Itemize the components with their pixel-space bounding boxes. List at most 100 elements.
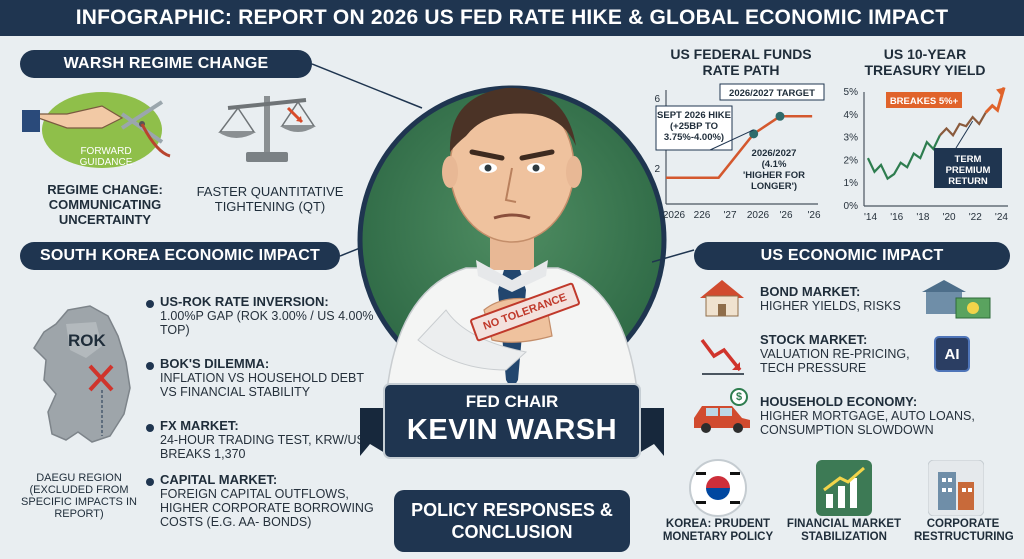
- us-item-household: Household Economy: Higher Mortgage, Auto…: [760, 394, 1010, 437]
- ai-chip-label: AI: [944, 345, 960, 363]
- korea-heading: South Korea Economic Impact: [20, 242, 340, 270]
- policy-item-stabilization: Financial Market Stabilization: [786, 518, 902, 543]
- x-tick-label: 2026: [747, 210, 770, 221]
- y-tick-label: 6: [654, 94, 660, 105]
- korea-bullet-1: BOK's Dilemma: Inflation vs Household De…: [160, 356, 380, 399]
- x-tick-label: '26: [779, 210, 792, 221]
- stock-down-icon: [700, 338, 744, 375]
- x-tick-label: 226: [694, 210, 711, 221]
- x-tick-label: 2026: [663, 210, 686, 221]
- y-tick-label: 5%: [844, 87, 859, 98]
- us-heading: US Economic Impact: [694, 242, 1010, 270]
- treasury-chart: 0% 1% 2% 3% 4% 5% '14 '16 '18 '20 '22 '24 BREAKES 5%…: [844, 87, 1009, 223]
- us-item-head: Household Economy:: [760, 394, 918, 409]
- y-tick-label: 2: [654, 164, 660, 175]
- policy-heading-text: Policy Responses & Conclusion: [411, 500, 613, 542]
- us-connector: [652, 249, 695, 263]
- regime-change-text: Regime Change: Communicating Uncertainty: [40, 182, 170, 227]
- forward-guidance-icon: [22, 92, 171, 168]
- daegu-note: Daegu Region (Excluded from specific imp…: [21, 472, 137, 520]
- x-tick-label: '18: [916, 212, 929, 223]
- treasury-chart-title: US 10-Year Treasury Yield: [864, 46, 986, 78]
- x-tick-label: '16: [890, 212, 903, 223]
- korea-flag-icon: [689, 459, 747, 517]
- dollar-coin-icon: $: [730, 388, 748, 406]
- term-premium-label: RETURN: [948, 176, 988, 187]
- bullet-body: Foreign Capital Outflows, Higher Corpora…: [160, 487, 374, 529]
- bullet-body: 24-Hour Trading Test, KRW/USD Breaks 1,3…: [160, 433, 374, 461]
- warsh-heading-text: Warsh Regime Change: [63, 55, 269, 72]
- dollar-coin-label: $: [735, 391, 743, 403]
- korea-bullet-2: FX Market: 24-Hour Trading Test, KRW/USD…: [160, 418, 380, 461]
- us-heading-text: US Economic Impact: [760, 247, 944, 264]
- bullet-dot: [146, 424, 154, 432]
- name-ribbon-shape: [360, 383, 664, 459]
- hike-annotation: 3.75%-4.00%): [664, 132, 724, 143]
- yield-line-early: [866, 134, 941, 181]
- ai-chip-icon: AI: [934, 336, 970, 372]
- bank-money-icon: [922, 280, 991, 319]
- policy-item-korea: Korea: Prudent Monetary Policy: [662, 518, 774, 543]
- bullet-dot: [146, 300, 154, 308]
- qt-label: Faster Quantitative Tightening (QT): [196, 184, 344, 214]
- hike-pointer: [709, 129, 754, 151]
- korea-bullet-3: Capital Market: Foreign Capital Outflows…: [160, 472, 392, 529]
- hold-annotation: 2026/2027: [752, 148, 797, 159]
- hold-annotation: (4.1%: [762, 159, 787, 170]
- us-item-body: Valuation Re-Pricing, Tech Pressure: [760, 347, 910, 375]
- bullet-dot: [146, 478, 154, 486]
- connector-line: [312, 63, 423, 109]
- x-tick-label: '26: [807, 210, 820, 221]
- scale-icon: [218, 96, 316, 162]
- bullet-head: BOK's Dilemma:: [160, 356, 270, 371]
- y-tick-label: 0%: [844, 201, 859, 212]
- map-label-rok: ROK: [68, 331, 106, 350]
- yield-line-late: [984, 87, 1006, 114]
- breakout-label-box: [886, 92, 962, 108]
- us-item-stock: Stock Market: Valuation Re-Pricing, Tech…: [760, 332, 930, 375]
- bullet-body: 1.00%p Gap (ROK 3.00% / US 4.00% Top): [160, 309, 374, 337]
- fed-funds-chart: 2 6 2026 226 '27 2026 '26 '26 2026/2027 TARGET SE…: [654, 83, 825, 221]
- fed-funds-chart-title: US Federal Funds Rate Path: [670, 46, 812, 78]
- us-item-bond: Bond Market: Higher Yields, Risks: [760, 284, 940, 313]
- hold-annotation: LONGER'): [751, 181, 797, 192]
- bullet-head: US-ROK Rate Inversion:: [160, 294, 329, 309]
- hold-annotation: 'HIGHER FOR: [743, 170, 805, 181]
- building-icon: [928, 460, 984, 516]
- yield-line-mid: [939, 111, 987, 138]
- term-premium-label: PREMIUM: [946, 165, 991, 176]
- korea-map-icon: [33, 305, 131, 443]
- hike-marker: [749, 129, 759, 139]
- us-item-head: Stock Market:: [760, 332, 868, 347]
- policy-heading: Policy Responses & Conclusion: [394, 490, 630, 552]
- us-item-body: Higher Mortgage, Auto Loans, Consumption…: [760, 409, 975, 437]
- house-icon: [700, 280, 744, 317]
- breakout-label: BREAKES 5%+: [890, 96, 959, 107]
- hike-annotation: (+25BP TO: [670, 121, 718, 132]
- x-tick-label: '24: [995, 212, 1008, 223]
- term-premium-box: [934, 148, 1002, 188]
- bullet-head: FX Market:: [160, 418, 239, 433]
- y-tick-label: 3%: [844, 133, 859, 144]
- us-item-body: Higher Yields, Risks: [760, 299, 901, 313]
- x-tick-label: '27: [723, 210, 736, 221]
- target-label: 2026/2027 TARGET: [729, 88, 815, 99]
- us-item-head: Bond Market:: [760, 284, 861, 299]
- fed-chair-name: Kevin Warsh: [406, 414, 618, 446]
- policy-item-restructuring: Corporate Restructuring: [914, 518, 1014, 543]
- y-tick-label: 4%: [844, 110, 859, 121]
- hike-annotation-box: [655, 105, 733, 151]
- bullet-body: Inflation vs Household Debt vs Financial…: [160, 371, 364, 399]
- korea-heading-text: South Korea Economic Impact: [39, 247, 321, 264]
- car-icon: [694, 406, 750, 433]
- fed-chair-label: Fed Chair: [465, 392, 559, 411]
- page-title: Infographic: Report on 2026 US Fed Rate …: [75, 6, 949, 29]
- bullet-dot: [146, 362, 154, 370]
- target-marker: [775, 111, 785, 121]
- term-premium-label: TERM: [955, 154, 982, 165]
- x-tick-label: '22: [969, 212, 982, 223]
- bullet-head: Capital Market:: [160, 472, 278, 487]
- x-tick-label: '20: [943, 212, 956, 223]
- yield-arrowhead: [996, 87, 1005, 96]
- warsh-heading: Warsh Regime Change: [20, 50, 312, 78]
